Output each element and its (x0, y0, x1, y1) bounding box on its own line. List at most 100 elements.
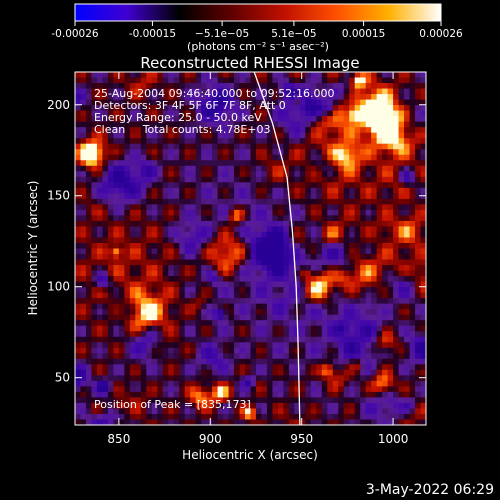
heatmap-cell (250, 220, 257, 227)
heatmap-cell (239, 287, 246, 294)
heatmap-cell (102, 292, 109, 299)
heatmap-cell (228, 143, 235, 150)
heatmap-cell (255, 358, 262, 365)
heatmap-cell (305, 127, 312, 134)
heatmap-cell (234, 287, 240, 294)
heatmap-cell (217, 187, 224, 194)
heatmap-cell (338, 182, 345, 189)
heatmap-cell (107, 77, 114, 84)
heatmap-cell (140, 413, 147, 420)
heatmap-cell (124, 187, 131, 194)
heatmap-cell (118, 347, 125, 354)
heatmap-cell (415, 198, 421, 205)
heatmap-cell (245, 198, 251, 205)
heatmap-cell (376, 83, 383, 89)
heatmap-cell (354, 281, 361, 288)
heatmap-cell (404, 209, 410, 216)
heatmap-cell (387, 198, 394, 205)
heatmap-cell (310, 116, 317, 123)
heatmap-cell (255, 143, 262, 150)
heatmap-cell (162, 358, 169, 365)
heatmap-cell (310, 413, 317, 420)
heatmap-cell (376, 325, 383, 332)
heatmap-cell (310, 380, 317, 387)
heatmap-cell (201, 281, 208, 288)
heatmap-cell (255, 347, 262, 354)
heatmap-cell (91, 105, 98, 112)
heatmap-cell (404, 386, 410, 393)
heatmap-cell (277, 358, 284, 365)
heatmap-cell (124, 402, 131, 409)
heatmap-cell (195, 105, 202, 112)
heatmap-cell (327, 369, 334, 376)
heatmap-cell (201, 353, 208, 360)
heatmap-cell (354, 94, 361, 100)
heatmap-cell (234, 132, 240, 139)
heatmap-cell (151, 309, 158, 316)
heatmap-cell (288, 358, 295, 365)
heatmap-cell (91, 270, 98, 277)
heatmap-cell (349, 83, 356, 89)
heatmap-cell (255, 226, 262, 233)
heatmap-cell (338, 254, 345, 260)
heatmap-cell (173, 380, 180, 387)
heatmap-cell (80, 204, 87, 211)
heatmap-cell (310, 347, 317, 354)
heatmap-cell (195, 226, 202, 233)
heatmap-cell (85, 364, 92, 371)
heatmap-cell (129, 127, 136, 134)
heatmap-cell (85, 391, 92, 398)
heatmap-cell (420, 83, 426, 89)
heatmap-cell (354, 116, 361, 123)
heatmap-cell (420, 237, 426, 244)
heatmap-cell (140, 292, 147, 299)
heatmap-cell (360, 358, 367, 365)
heatmap-cell (212, 187, 218, 194)
heatmap-cell (332, 303, 339, 310)
heatmap-cell (371, 309, 378, 316)
heatmap-cell (217, 149, 224, 156)
heatmap-cell (140, 380, 147, 387)
heatmap-cell (146, 88, 153, 95)
heatmap-cell (420, 248, 426, 255)
heatmap-cell (266, 209, 273, 216)
heatmap-cell (157, 353, 164, 360)
heatmap-cell (239, 408, 246, 415)
heatmap-cell (113, 237, 120, 244)
heatmap-cell (245, 386, 251, 393)
heatmap-cell (420, 94, 426, 100)
heatmap-cell (96, 198, 103, 205)
colorbar-tick-label: 0.00015 (342, 28, 385, 40)
heatmap-cell (376, 364, 383, 371)
heatmap-cell (387, 88, 394, 95)
heatmap-cell (409, 110, 416, 117)
heatmap-cell (398, 237, 405, 244)
heatmap-cell (80, 303, 87, 310)
heatmap-cell (343, 149, 350, 156)
heatmap-cell (360, 380, 367, 387)
heatmap-cell (376, 342, 383, 349)
heatmap-cell (288, 215, 295, 222)
heatmap-cell (212, 331, 218, 338)
heatmap-cell (288, 331, 295, 338)
heatmap-cell (107, 358, 114, 365)
heatmap-cell (393, 171, 399, 178)
heatmap-cell (217, 347, 224, 354)
heatmap-cell (360, 309, 367, 316)
heatmap-cell (316, 342, 323, 349)
heatmap-cell (376, 408, 383, 415)
heatmap-cell (102, 77, 109, 84)
heatmap-cell (415, 127, 421, 134)
heatmap-cell (415, 309, 421, 316)
heatmap-cell (420, 347, 426, 354)
heatmap-cell (96, 358, 103, 365)
heatmap-cell (195, 270, 202, 277)
heatmap-cell (140, 193, 147, 200)
heatmap-cell (343, 281, 350, 288)
heatmap-cell (316, 242, 323, 249)
heatmap-cell (146, 375, 153, 382)
heatmap-cell (277, 237, 284, 244)
heatmap-cell (234, 105, 240, 112)
heatmap-cell (118, 413, 125, 420)
heatmap-cell (80, 413, 87, 420)
